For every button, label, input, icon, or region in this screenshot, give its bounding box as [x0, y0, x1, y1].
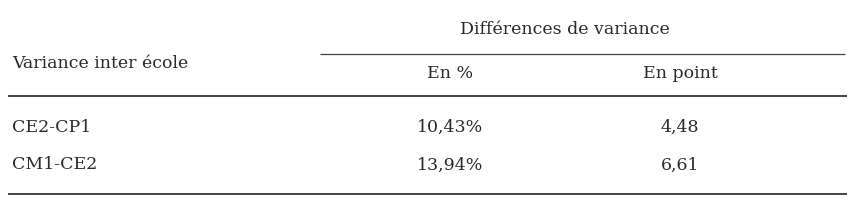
Text: CE2-CP1: CE2-CP1 [12, 118, 91, 135]
Text: 10,43%: 10,43% [417, 118, 483, 135]
Text: En point: En point [643, 65, 717, 82]
Text: CM1-CE2: CM1-CE2 [12, 156, 97, 173]
Text: 4,48: 4,48 [661, 118, 699, 135]
Text: Différences de variance: Différences de variance [460, 21, 669, 38]
Text: En %: En % [427, 65, 473, 82]
Text: 6,61: 6,61 [661, 156, 699, 173]
Text: Variance inter école: Variance inter école [12, 55, 188, 72]
Text: 13,94%: 13,94% [417, 156, 483, 173]
